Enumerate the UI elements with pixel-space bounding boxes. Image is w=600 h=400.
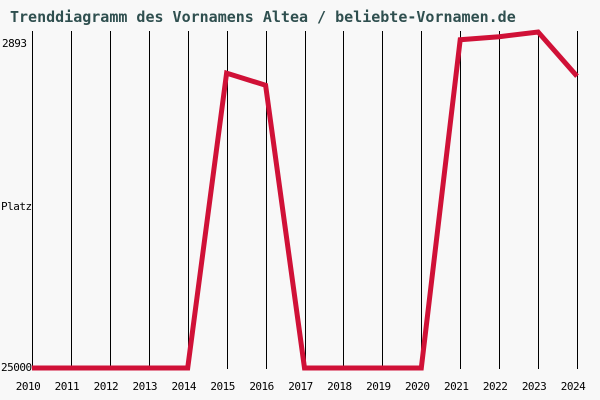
x-tick-2015: 2015 — [210, 380, 235, 393]
x-tick-2022: 2022 — [482, 380, 508, 393]
y-axis-label: Platz — [1, 200, 32, 213]
chart-title: Trenddiagramm des Vornamens Altea / beli… — [10, 8, 516, 26]
x-tick-2010: 2010 — [15, 380, 41, 393]
x-tick-2018: 2018 — [327, 380, 352, 393]
x-tick-2024: 2024 — [560, 380, 586, 393]
x-tick-2014: 2014 — [171, 380, 196, 393]
x-tick-2017: 2017 — [288, 380, 313, 393]
y-tick-best-rank: 2893 — [2, 37, 27, 50]
year-gridlines — [32, 31, 578, 369]
x-tick-2021: 2021 — [443, 380, 469, 393]
x-tick-2020: 2020 — [405, 380, 430, 393]
x-tick-2023: 2023 — [521, 380, 547, 393]
y-tick-worst-rank: 25000 — [1, 361, 32, 374]
x-tick-2019: 2019 — [366, 380, 391, 393]
x-tick-2012: 2012 — [93, 380, 119, 393]
rank-trend-line — [32, 29, 579, 371]
x-tick-2011: 2011 — [54, 380, 80, 393]
x-tick-2016: 2016 — [249, 380, 274, 393]
x-tick-2013: 2013 — [132, 380, 158, 393]
